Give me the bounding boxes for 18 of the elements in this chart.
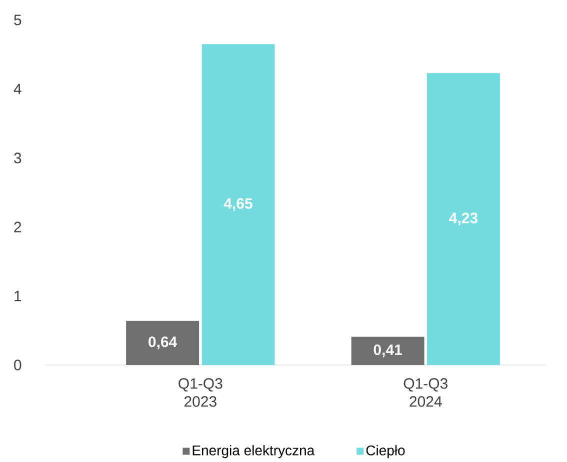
- y-tick-label: 2: [14, 222, 22, 232]
- y-tick-label: 5: [14, 14, 22, 26]
- data-label: 0,64: [148, 336, 178, 350]
- y-tick-label: 1: [14, 290, 22, 302]
- y-tick-label: 3: [14, 152, 22, 164]
- legend-label: Ciepło: [366, 445, 405, 458]
- bar: [202, 44, 275, 365]
- x-tick-label: Q1-Q3 2024: [404, 378, 448, 407]
- data-label: 4,65: [224, 198, 252, 211]
- data-label: 0,41: [374, 344, 402, 358]
- x-tick-label: Q1-Q3 2023: [178, 378, 222, 407]
- data-label: 4,23: [449, 212, 478, 226]
- bar: [426, 73, 500, 365]
- bar: [126, 320, 200, 365]
- bar: [351, 336, 424, 365]
- y-tick-label: 0: [14, 360, 22, 370]
- y-tick-label: 4: [14, 84, 22, 94]
- legend-label: Energia elektryczna: [192, 445, 315, 458]
